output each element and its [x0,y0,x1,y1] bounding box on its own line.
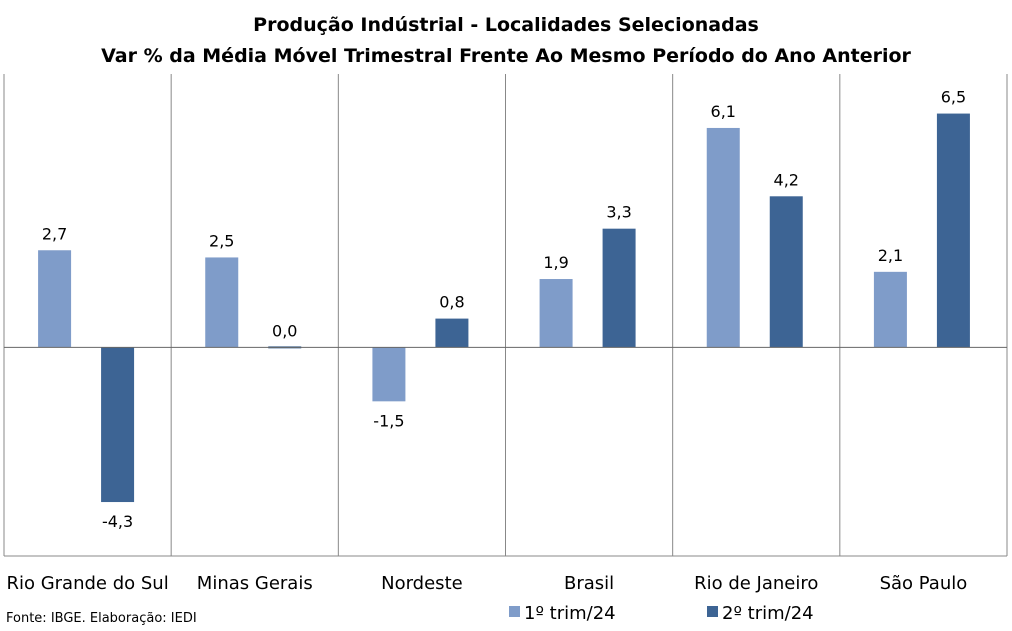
data-label: 6,1 [711,102,736,121]
legend-swatch [707,606,718,617]
bar [539,279,573,348]
category-label: Rio Grande do Sul [6,573,168,594]
data-label: 4,2 [774,170,799,189]
chart-title: Produção Indústrial - Localidades Seleci… [253,14,759,36]
data-label: 1,9 [543,253,568,272]
legend-swatch [509,606,520,617]
data-label: 3,3 [606,203,631,222]
bar [205,257,239,348]
bar [936,113,970,348]
bar [101,347,135,503]
chart-subtitle: Var % da Média Móvel Trimestral Frente A… [101,45,911,67]
category-label: Brasil [564,573,614,594]
category-label: Rio de Janeiro [694,573,818,594]
data-label: 2,1 [878,246,903,265]
legend-label: 1º trim/24 [524,603,616,624]
data-label: 0,8 [439,293,464,312]
data-label: 6,5 [941,88,966,107]
data-label: 0,0 [272,321,297,340]
category-label: São Paulo [880,573,968,594]
category-label: Nordeste [381,573,463,594]
plot-area: 2,7 -4,3 Rio Grande do Sul 2,5 0,0 Minas Gera… [3,74,1008,594]
bar [372,347,406,402]
legend-item: 1º trim/24 [509,603,616,624]
data-label: 2,5 [209,231,234,250]
bar [435,318,469,348]
data-label: -4,3 [102,512,133,531]
bar [602,228,636,348]
data-label: -1,5 [373,411,404,430]
bar [706,127,740,348]
bar [769,196,803,348]
category-label: Minas Gerais [197,573,313,594]
legend-label: 2º trim/24 [722,603,814,624]
bar [873,271,907,348]
legend: 1º trim/24 2º trim/24 [509,603,814,624]
data-label: 2,7 [42,224,67,243]
source-note: Fonte: IBGE. Elaboração: IEDI [6,611,197,626]
legend-item: 2º trim/24 [707,603,814,624]
bar [38,250,72,348]
